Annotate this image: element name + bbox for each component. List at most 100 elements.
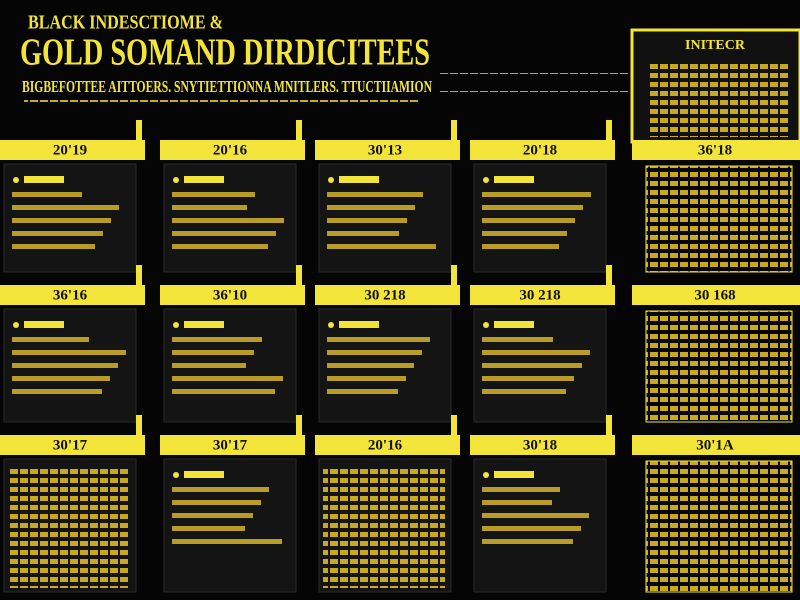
year-label: 30'17 [53,437,88,453]
title-line2: GOLD SOMAND DIRDICITEES [20,32,430,74]
panel-text-line [482,513,589,518]
panel-text-line [12,363,118,368]
panel-heading [494,176,534,183]
bullet [13,322,19,328]
panel-heading [184,321,224,328]
year-label: 30 218 [519,287,560,303]
panel-heading [494,471,534,478]
header-decor [440,88,630,92]
panel-text-line [172,539,282,544]
connector [451,120,457,160]
band [315,435,460,455]
band [470,140,615,160]
panel-text-line [482,337,553,342]
panel-text-line [172,231,276,236]
connector [451,265,457,305]
panel-text-line [12,337,89,342]
panel-text-line [482,487,560,492]
panel-text-line [172,218,284,223]
panel-text-line [12,376,110,381]
connector [606,265,612,305]
side-band [632,140,800,160]
year-label: 20'16 [368,437,403,453]
panel-text-line [327,350,422,355]
year-label: 20'19 [53,142,87,158]
connector [136,265,142,305]
panel-text-line [172,337,262,342]
side-panel [645,460,793,593]
panel-text-line [482,539,573,544]
panel-text-line [172,526,245,531]
panel-text-line [172,363,246,368]
band [470,285,615,305]
header-decor [440,70,630,74]
panel-text-line [327,192,423,197]
panel-heading [24,176,64,183]
panel-text-line [482,350,590,355]
panel-text-line [12,218,111,223]
panel-text-line [482,500,552,505]
year-label: 30'13 [368,142,402,158]
year-label: 20'16 [213,142,248,158]
band [0,140,145,160]
panel-text-line [482,389,566,394]
band [160,140,305,160]
panel-text-line [482,526,581,531]
panel-heading [184,471,224,478]
panel-text-line [172,205,247,210]
panel-heading [184,176,224,183]
panel-grid: 20'19 20'16 30'13 20'18 36'18 36'16 36'10 30 21… [0,120,800,593]
bullet [173,177,179,183]
panel-text-line [482,192,591,197]
band [470,435,615,455]
side-header-grid [648,62,788,137]
panel-text-line [327,244,436,249]
band [315,285,460,305]
panel-text-line [327,231,399,236]
panel-text-line [12,244,95,249]
year-label: 30 218 [364,287,405,303]
panel-text-line [327,363,414,368]
panel-text-line [172,389,275,394]
bullet [13,177,19,183]
panel [473,458,607,593]
band [0,435,145,455]
bullet [483,472,489,478]
panel-text-line [172,376,283,381]
subtitle: BIGBEFOTTEE AITTOERS. SNYTIETTIONNA MNIT… [22,77,432,96]
panel-text-line [172,350,254,355]
year-label: 30'17 [213,437,248,453]
panel-text-line [482,231,567,236]
connector [296,265,302,305]
panel-text-block [323,469,445,588]
panel-heading [339,321,379,328]
panel-text-line [12,231,103,236]
bullet [483,177,489,183]
panel-text-line [327,389,398,394]
side-year-label: 30'1A [696,437,734,453]
panel-text-line [327,337,430,342]
panel-text-line [482,376,574,381]
tagline-decor [24,97,419,102]
connector [451,415,457,455]
connector [606,415,612,455]
panel-text-line [482,244,559,249]
panel-text-line [12,350,126,355]
side-panel [645,310,793,423]
panel-text-line [12,205,119,210]
year-label: 30'18 [523,437,557,453]
bullet [173,322,179,328]
band [0,285,145,305]
year-label: 36'10 [213,287,247,303]
panel-text-line [172,192,255,197]
bullet [328,322,334,328]
bullet [328,177,334,183]
bullet [483,322,489,328]
connector [296,415,302,455]
year-label: 20'18 [523,142,557,158]
panel-heading [339,176,379,183]
panel-heading [494,321,534,328]
year-label: 36'16 [53,287,88,303]
bullet [173,472,179,478]
